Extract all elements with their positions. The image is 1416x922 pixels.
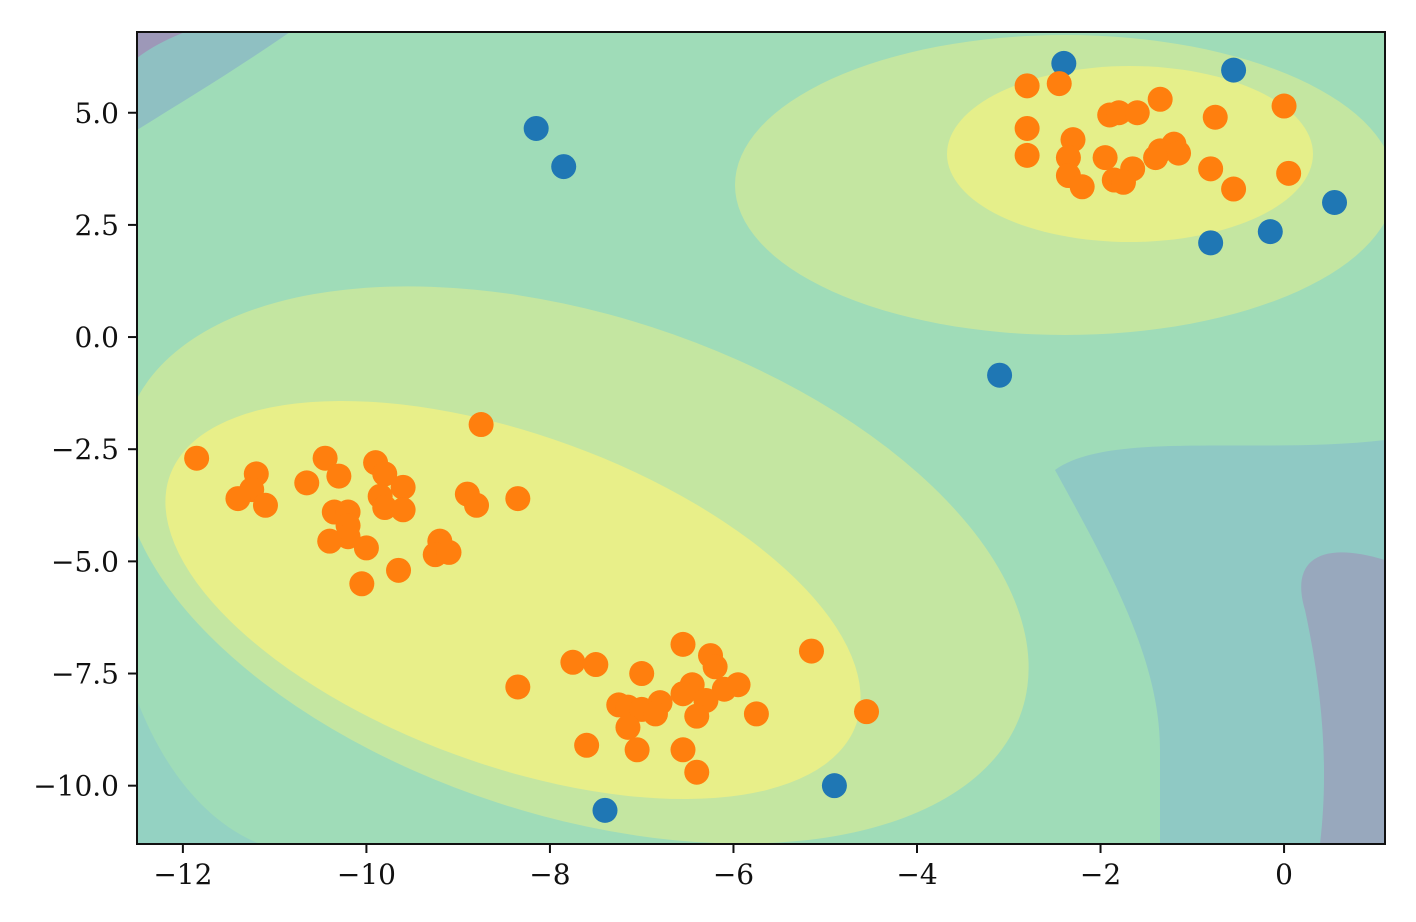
contour-corner-top-left [137, 32, 290, 130]
point-blue [523, 115, 549, 141]
point-orange [854, 699, 880, 725]
point-orange [184, 445, 210, 471]
point-orange [505, 486, 531, 512]
point-orange [670, 681, 696, 707]
point-orange [386, 557, 412, 583]
point-blue [1051, 50, 1077, 76]
y-tick-label: −10.0 [33, 770, 119, 803]
point-orange [390, 474, 416, 500]
point-orange [252, 492, 278, 518]
point-orange [629, 661, 655, 687]
point-orange [684, 759, 710, 785]
contour-corner-top-left-inner [137, 32, 185, 58]
point-orange [225, 486, 251, 512]
point-orange [1092, 145, 1118, 171]
y-tick-label: 5.0 [74, 97, 119, 130]
point-orange [711, 676, 737, 702]
y-tick-label: −2.5 [51, 433, 119, 466]
point-orange [624, 737, 650, 763]
point-orange [615, 714, 641, 740]
point-orange [317, 528, 343, 554]
x-tick-label: −6 [713, 858, 754, 891]
y-tick-label: 0.0 [74, 321, 119, 354]
point-blue [1257, 219, 1283, 245]
x-tick-label: −4 [896, 858, 937, 891]
point-orange [312, 445, 338, 471]
point-orange [1198, 156, 1224, 182]
x-tick-label: −8 [529, 858, 570, 891]
point-orange [505, 674, 531, 700]
point-orange [1014, 115, 1040, 141]
plot-frame [136, 31, 1386, 845]
point-orange [1166, 140, 1192, 166]
contour-corner-bottom-right-inner [1301, 552, 1385, 844]
point-orange [436, 539, 462, 565]
point-orange [1055, 145, 1081, 171]
point-orange [372, 461, 398, 487]
point-orange [1014, 142, 1040, 168]
point-orange [294, 470, 320, 496]
point-orange [326, 463, 352, 489]
point-orange [1046, 71, 1072, 97]
point-orange [1202, 104, 1228, 130]
point-orange [372, 495, 398, 521]
point-orange [468, 412, 494, 438]
point-orange [798, 638, 824, 664]
scatter-points [184, 50, 1348, 823]
point-orange [464, 492, 490, 518]
point-orange [642, 701, 668, 727]
point-orange [349, 571, 375, 597]
contour-corner-bottom-left [137, 700, 260, 844]
point-orange [583, 652, 609, 678]
point-orange [1276, 160, 1302, 186]
point-orange [560, 649, 586, 675]
x-axis: −12 −10 −8 −6 −4 −2 0 [153, 844, 1293, 891]
x-tick-label: −12 [153, 858, 212, 891]
point-orange [1271, 93, 1297, 119]
point-blue [1198, 230, 1224, 256]
contour-upper-cluster-inner [947, 66, 1313, 242]
point-blue [1322, 189, 1348, 215]
point-blue [1221, 57, 1247, 83]
contour-corner-bottom-right [1055, 440, 1385, 844]
point-orange [670, 737, 696, 763]
y-tick-label: −5.0 [51, 545, 119, 578]
y-tick-label: 2.5 [74, 209, 119, 242]
point-orange [1221, 176, 1247, 202]
point-orange [1014, 73, 1040, 99]
point-blue [551, 154, 577, 180]
point-orange [702, 654, 728, 680]
point-orange [743, 701, 769, 727]
point-blue [592, 797, 618, 823]
point-orange [1106, 100, 1132, 126]
point-orange [1147, 86, 1173, 112]
point-orange [684, 703, 710, 729]
contour-background [137, 32, 1385, 844]
y-tick-label: −7.5 [51, 658, 119, 691]
x-tick-label: −10 [337, 858, 396, 891]
point-orange [390, 497, 416, 523]
x-tick-label: 0 [1275, 858, 1293, 891]
point-orange [353, 535, 379, 561]
point-blue [821, 773, 847, 799]
x-tick-label: −2 [1080, 858, 1121, 891]
point-orange [670, 631, 696, 657]
point-orange [1124, 100, 1150, 126]
point-orange [1143, 145, 1169, 171]
point-orange [1069, 174, 1095, 200]
point-blue [987, 362, 1013, 388]
point-orange [574, 732, 600, 758]
point-orange [1110, 169, 1136, 195]
y-axis: 5.0 2.5 0.0 −2.5 −5.0 −7.5 −10.0 [33, 97, 137, 803]
